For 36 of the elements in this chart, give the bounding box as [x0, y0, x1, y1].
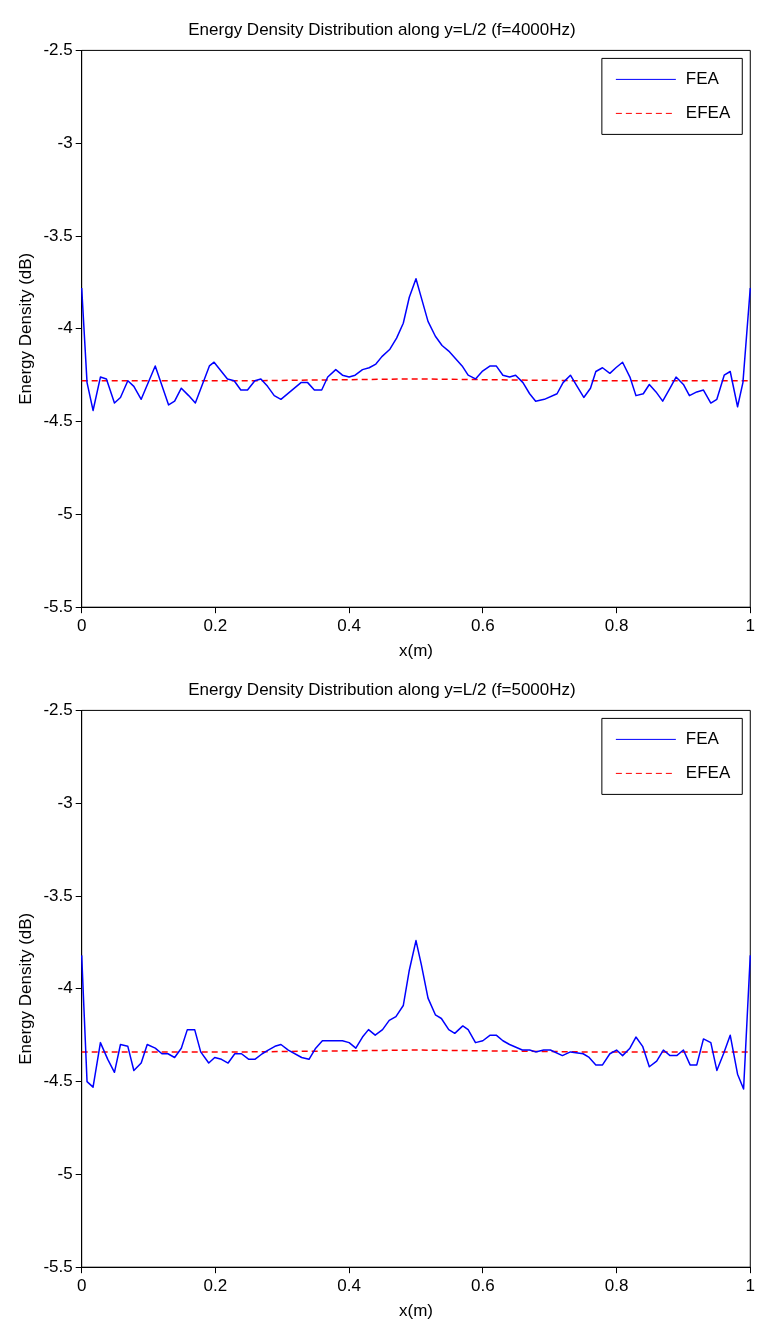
y-tick-label: -4: [57, 318, 73, 338]
x-tick-label: 0.8: [604, 616, 629, 636]
chart-title: Energy Density Distribution along y=L/2 (f=4000Hz): [188, 19, 576, 39]
x-axis-title: x(m): [398, 641, 433, 661]
legend-label: EFEA: [685, 763, 731, 783]
y-tick-label: -5.5: [43, 596, 73, 616]
x-tick-label: 0.2: [203, 616, 228, 636]
x-tick-label: 0.2: [203, 1276, 228, 1296]
y-tick-label: -2.5: [43, 40, 73, 60]
y-tick-label: -4: [57, 978, 73, 998]
legend-label: FEA: [685, 69, 720, 89]
x-tick-label: 1: [745, 1276, 756, 1296]
y-axis-title: Energy Density (dB): [15, 252, 35, 405]
x-tick-label: 0.4: [337, 616, 361, 636]
x-tick-label: 1: [745, 616, 756, 636]
y-tick-label: -3.5: [43, 225, 73, 245]
y-axis-title: Energy Density (dB): [15, 912, 35, 1065]
legend-label: FEA: [685, 729, 720, 749]
y-tick-label: -3.5: [43, 885, 73, 905]
y-tick-label: -5: [57, 1164, 73, 1184]
y-tick-label: -3: [57, 132, 73, 152]
y-tick-label: -2.5: [43, 700, 73, 720]
y-tick-label: -3: [57, 792, 73, 812]
x-tick-label: 0.6: [471, 1276, 495, 1296]
y-tick-label: -5.5: [43, 1256, 73, 1276]
x-tick-label: 0.6: [471, 616, 495, 636]
y-tick-label: -4.5: [43, 1071, 73, 1091]
x-tick-label: 0.4: [337, 1276, 361, 1296]
x-axis-title: x(m): [398, 1301, 433, 1321]
x-tick-label: 0: [76, 1276, 87, 1296]
x-tick-label: 0: [76, 616, 87, 636]
y-tick-label: -5: [57, 504, 73, 524]
legend-label: EFEA: [685, 103, 731, 123]
x-tick-label: 0.8: [604, 1276, 629, 1296]
chart-title: Energy Density Distribution along y=L/2 (f=5000Hz): [188, 679, 576, 699]
y-tick-label: -4.5: [43, 411, 73, 431]
